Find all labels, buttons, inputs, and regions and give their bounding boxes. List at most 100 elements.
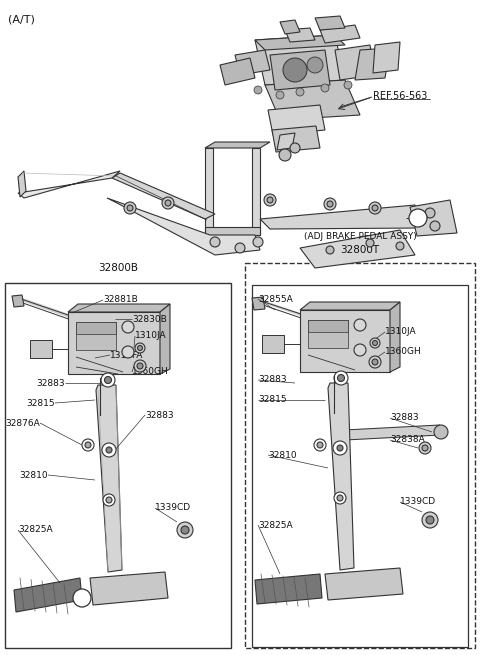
Circle shape (422, 512, 438, 528)
Text: A: A (79, 593, 84, 603)
Bar (308, 320, 348, 348)
Circle shape (422, 445, 428, 451)
Circle shape (106, 447, 112, 453)
Polygon shape (160, 304, 170, 374)
Text: 32825A: 32825A (18, 525, 53, 534)
Circle shape (419, 442, 431, 454)
Polygon shape (410, 200, 457, 236)
Text: 1360GH: 1360GH (385, 348, 422, 356)
Polygon shape (205, 142, 270, 148)
Text: 32810: 32810 (19, 470, 48, 479)
Text: 32815: 32815 (258, 396, 287, 405)
Polygon shape (107, 198, 260, 255)
Text: REF.56-563: REF.56-563 (373, 91, 427, 101)
Polygon shape (300, 302, 400, 310)
Polygon shape (252, 297, 265, 310)
Polygon shape (68, 304, 170, 312)
Polygon shape (280, 20, 300, 34)
Polygon shape (268, 105, 325, 135)
Circle shape (317, 442, 323, 448)
Circle shape (337, 375, 345, 381)
Text: 1310JA: 1310JA (385, 328, 417, 337)
Circle shape (370, 338, 380, 348)
Polygon shape (18, 171, 120, 198)
Polygon shape (255, 35, 345, 85)
Circle shape (101, 373, 115, 387)
Circle shape (122, 346, 134, 358)
Circle shape (334, 492, 346, 504)
Text: 1360GH: 1360GH (132, 367, 169, 377)
Circle shape (177, 522, 193, 538)
Circle shape (327, 201, 333, 207)
Circle shape (106, 497, 112, 503)
Circle shape (326, 246, 334, 254)
Circle shape (127, 205, 133, 211)
Bar (262, 335, 284, 353)
Bar (30, 340, 52, 358)
Circle shape (253, 237, 263, 247)
Text: 32883: 32883 (258, 375, 287, 384)
Text: 32881B: 32881B (103, 295, 138, 305)
Polygon shape (112, 173, 215, 219)
Circle shape (137, 345, 143, 350)
Polygon shape (260, 205, 420, 229)
Circle shape (430, 221, 440, 231)
Circle shape (372, 359, 378, 365)
Text: 1339CD: 1339CD (155, 504, 191, 512)
Text: 32883: 32883 (145, 411, 174, 419)
Polygon shape (300, 230, 415, 268)
Circle shape (85, 442, 91, 448)
Bar (68, 312, 160, 374)
Circle shape (137, 363, 143, 369)
Polygon shape (14, 578, 82, 612)
Circle shape (124, 202, 136, 214)
Polygon shape (252, 148, 260, 235)
Circle shape (290, 143, 300, 153)
Polygon shape (235, 50, 270, 75)
Circle shape (102, 443, 116, 457)
Polygon shape (12, 295, 24, 307)
Circle shape (333, 441, 347, 455)
Text: 1311FA: 1311FA (110, 350, 144, 360)
Polygon shape (96, 385, 122, 572)
Circle shape (369, 202, 381, 214)
Circle shape (105, 377, 111, 383)
Circle shape (82, 439, 94, 451)
Polygon shape (272, 126, 320, 152)
Circle shape (267, 197, 273, 203)
Circle shape (181, 526, 189, 534)
Circle shape (337, 445, 343, 451)
Circle shape (314, 439, 326, 451)
Polygon shape (220, 58, 255, 85)
Text: (ADJ BRAKE PEDAL ASSY): (ADJ BRAKE PEDAL ASSY) (304, 232, 416, 241)
Text: 32815: 32815 (26, 398, 55, 407)
Polygon shape (277, 133, 295, 150)
Circle shape (426, 516, 434, 524)
Bar (252, 285, 468, 647)
Polygon shape (325, 568, 403, 600)
Circle shape (425, 208, 435, 218)
Text: 32855A: 32855A (258, 295, 293, 303)
Circle shape (264, 194, 276, 206)
Polygon shape (205, 227, 260, 235)
Text: 1339CD: 1339CD (400, 498, 436, 506)
Circle shape (122, 321, 134, 333)
Bar (245, 263, 475, 648)
Text: 32800B: 32800B (98, 263, 138, 273)
Polygon shape (328, 383, 354, 570)
Circle shape (210, 237, 220, 247)
Text: 32810: 32810 (268, 451, 297, 460)
Bar (308, 320, 348, 332)
Bar (300, 310, 390, 372)
Circle shape (296, 88, 304, 96)
Circle shape (369, 356, 381, 368)
Polygon shape (18, 171, 26, 197)
Polygon shape (373, 42, 400, 73)
Polygon shape (270, 50, 330, 90)
Polygon shape (390, 302, 400, 372)
Text: 32883: 32883 (390, 413, 419, 422)
Bar (5, 283, 231, 648)
Polygon shape (335, 45, 375, 80)
Text: A: A (415, 214, 420, 223)
Text: (A/T): (A/T) (8, 14, 35, 24)
